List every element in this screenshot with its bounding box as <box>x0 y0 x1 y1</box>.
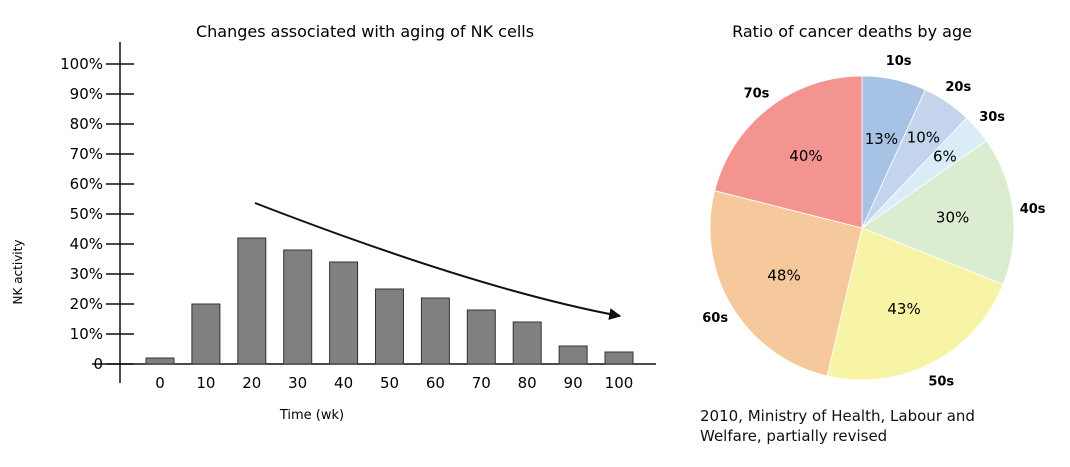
slice-value-label: 30% <box>936 208 969 226</box>
nk-activity-bar-chart: Changes associated with aging of NK cell… <box>11 22 656 423</box>
pie-slices <box>709 75 1015 381</box>
source-note: 2010, Ministry of Health, Labour and Wel… <box>700 407 975 445</box>
pie-chart-title: Ratio of cancer deaths by age <box>732 22 972 41</box>
slice-category-label: 10s <box>886 54 912 69</box>
y-tick-label: 0 <box>93 355 103 373</box>
bar-70 <box>466 309 496 365</box>
y-tick-label: 30% <box>70 265 103 283</box>
x-tick-label: 100 <box>605 374 634 392</box>
slice-40s <box>861 140 1015 285</box>
y-tick-label: 90% <box>70 85 103 103</box>
y-ticks: 0 10% 20% 30% 40% 50% 60% 70% 80% 90% 100% <box>60 55 134 373</box>
slice-value-label: 43% <box>887 300 920 318</box>
y-tick-label: 10% <box>70 325 103 343</box>
slice-value-label: 48% <box>767 266 800 284</box>
pie-category-labels: 10s 20s 30s 40s 50s 60s 70s <box>702 54 1046 389</box>
x-tick-label: 0 <box>155 374 165 392</box>
x-tick-label: 80 <box>518 374 537 392</box>
slice-70s <box>714 75 863 229</box>
bar-20 <box>237 237 267 365</box>
y-tick-label: 70% <box>70 145 103 163</box>
slice-value-label: 13% <box>865 130 898 148</box>
bar-10 <box>191 303 221 365</box>
y-tick-label: 80% <box>70 115 103 133</box>
x-tick-label: 20 <box>242 374 261 392</box>
slice-category-label: 70s <box>744 86 770 101</box>
slice-value-label: 6% <box>933 148 957 166</box>
x-tick-label: 50 <box>380 374 399 392</box>
trend-arrow <box>254 202 622 320</box>
bar-60 <box>420 297 450 365</box>
x-tick-label: 70 <box>472 374 491 392</box>
bar-50 <box>375 288 404 365</box>
bar-100 <box>604 351 634 365</box>
y-tick-label: 40% <box>70 235 103 253</box>
x-tick-label: 30 <box>288 374 307 392</box>
x-tick-label: 40 <box>334 374 353 392</box>
slice-50s <box>826 227 1004 381</box>
slice-category-label: 30s <box>979 110 1005 125</box>
bar-chart-title: Changes associated with aging of NK cell… <box>196 22 534 41</box>
x-axis-label: Time (wk) <box>279 408 344 423</box>
bar-0 <box>145 357 175 365</box>
bar-90 <box>558 345 588 365</box>
cancer-deaths-pie-chart: Ratio of cancer deaths by age 13% 10% 6% 30… <box>702 22 1046 389</box>
bars <box>145 237 634 365</box>
slice-value-label: 40% <box>789 147 822 165</box>
y-axis-label: NK activity <box>11 240 25 305</box>
x-tick-label: 60 <box>426 374 445 392</box>
slice-category-label: 40s <box>1020 202 1046 217</box>
slice-category-label: 20s <box>945 80 971 95</box>
y-tick-label: 60% <box>70 175 103 193</box>
x-tick-label: 90 <box>564 374 583 392</box>
x-ticks: 0 10 20 30 40 50 60 70 80 90 100 <box>155 374 633 392</box>
slice-60s <box>709 190 863 377</box>
pie-percent-labels: 13% 10% 6% 30% 43% 48% 40% <box>767 128 969 318</box>
slice-category-label: 60s <box>702 311 728 326</box>
slice-value-label: 10% <box>907 128 940 146</box>
y-tick-label: 100% <box>60 55 103 73</box>
bar-80 <box>512 321 542 365</box>
y-tick-label: 50% <box>70 205 103 223</box>
bar-30 <box>283 249 313 365</box>
y-tick-label: 20% <box>70 295 103 313</box>
x-tick-label: 10 <box>196 374 215 392</box>
slice-category-label: 50s <box>928 374 954 389</box>
bar-40 <box>329 261 359 365</box>
